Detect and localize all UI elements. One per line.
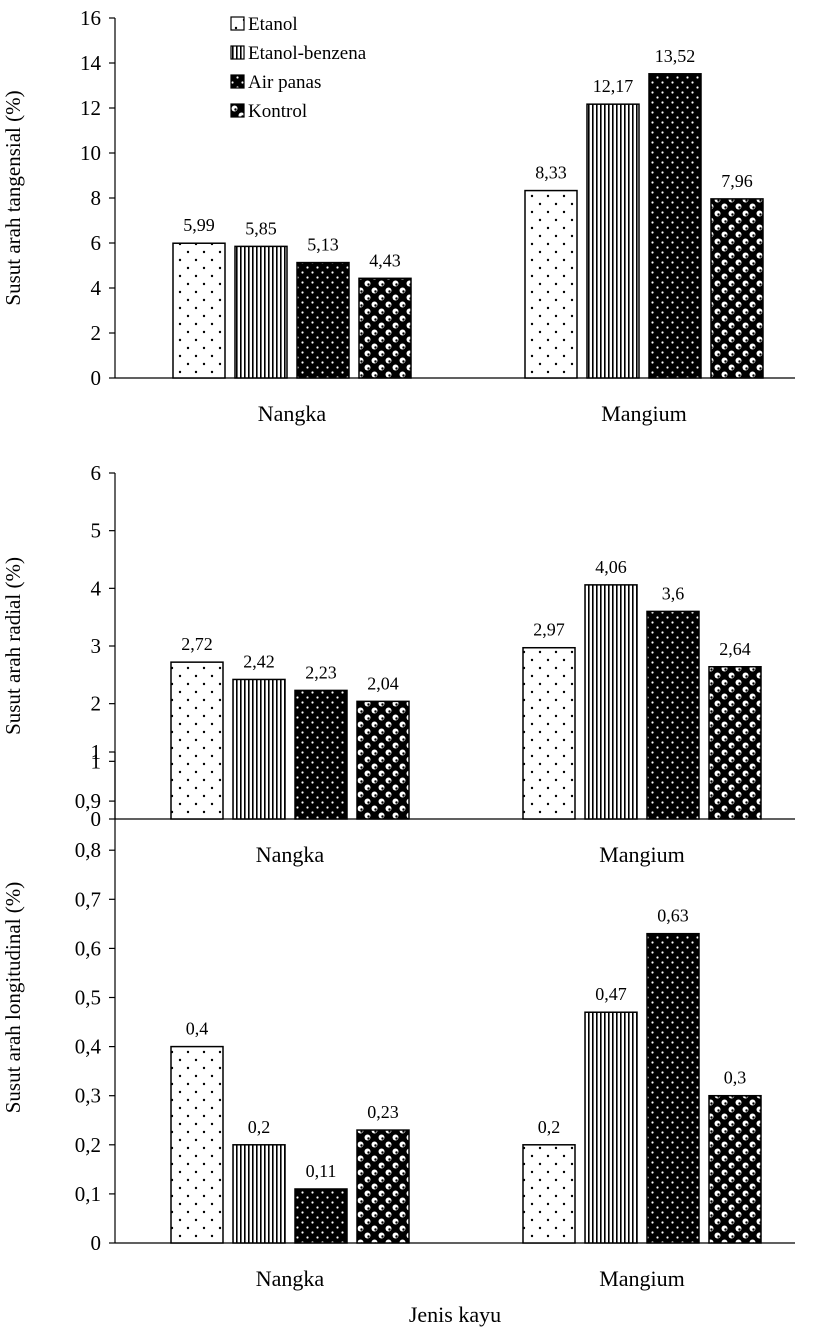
legend-entry: Etanol-benzena: [248, 43, 367, 64]
y-tick-label: 1: [91, 749, 102, 773]
data-label: 5,13: [307, 235, 339, 255]
legend-swatch: [230, 45, 245, 60]
y-tick-label: 0,2: [75, 1133, 101, 1157]
data-label: 0,4: [186, 1019, 209, 1039]
y-tick-label: 10: [80, 141, 101, 165]
data-label: 0,3: [724, 1068, 747, 1088]
bar-etanol-benzena-mangium: [586, 103, 640, 379]
y-tick-label: 3: [91, 634, 102, 658]
data-label: 0,2: [538, 1117, 561, 1137]
tangential-shrinkage-chart: 0 2 4 6 8 10 12 14 16 Susut arah tangensial (%) 5,…: [1, 6, 795, 426]
y-tick-label: 0: [91, 807, 102, 831]
category-label: Nangka: [258, 401, 327, 426]
category-label: Mangium: [599, 1266, 685, 1291]
data-label: 2,64: [719, 639, 751, 659]
y-tick-label: 0,7: [75, 887, 101, 911]
bar-air-panas-mangium: [648, 73, 702, 379]
y-tick-label: 6: [91, 231, 102, 255]
bar-kontrol-mangium: [708, 1094, 762, 1244]
data-label: 0,11: [306, 1161, 337, 1181]
bar-etanol-benzena-nangka: [232, 1144, 286, 1244]
bar-etanol-benzena-mangium: [584, 584, 638, 820]
data-label: 0,63: [657, 906, 689, 926]
data-label: 0,47: [595, 984, 627, 1004]
y-axis-label: Susut arah tangensial (%): [1, 90, 25, 305]
category-label: Nangka: [256, 1266, 325, 1291]
longitudinal-shrinkage-chart: 0 0,1 0,2 0,3 0,4 0,5 0,6 0,7 0,8 0,9 1 Susut arah …: [1, 740, 795, 1327]
y-axis-label: Susut arah radial (%): [1, 557, 25, 735]
bar-etanol-benzena-mangium: [584, 1011, 638, 1244]
data-label: 2,23: [305, 662, 337, 682]
y-axis-label: Susut arah longitudinal (%): [1, 882, 25, 1114]
y-tick-label: 6: [91, 461, 102, 485]
bar-kontrol-nangka: [356, 700, 410, 820]
data-label: 0,2: [248, 1117, 271, 1137]
y-tick-label: 8: [91, 186, 102, 210]
bar-air-panas-mangium: [646, 932, 700, 1244]
bar-kontrol-nangka: [356, 1129, 410, 1244]
y-tick-label: 16: [80, 6, 101, 30]
y-tick-label: 2: [91, 321, 102, 345]
legend-swatch: [230, 74, 245, 89]
bar-kontrol-nangka: [358, 277, 412, 379]
y-tick-label: 0: [91, 1231, 102, 1255]
y-tick-label: 2: [91, 692, 102, 716]
bar-etanol-nangka: [172, 242, 226, 379]
data-label: 3,6: [662, 583, 685, 603]
y-tick-label: 12: [80, 96, 101, 120]
bar-kontrol-mangium: [710, 198, 764, 379]
data-label: 7,96: [721, 171, 753, 191]
data-label: 0,23: [367, 1102, 399, 1122]
data-label: 4,06: [595, 557, 627, 577]
bar-etanol-mangium: [522, 646, 576, 820]
y-tick-label: 0,1: [75, 1182, 101, 1206]
category-label: Mangium: [599, 842, 685, 867]
category-label: Mangium: [601, 401, 687, 426]
data-label: 5,99: [183, 215, 215, 235]
y-tick-label: 0: [91, 366, 102, 390]
y-tick-label: 0,6: [75, 936, 101, 960]
bar-air-panas-nangka: [296, 261, 350, 379]
y-tick-label: 1: [91, 740, 102, 764]
y-tick-label: 4: [91, 276, 102, 300]
data-label: 12,17: [593, 76, 634, 96]
data-label: 2,04: [367, 673, 399, 693]
legend-entry: Etanol: [248, 14, 298, 35]
legend-entry: Kontrol: [248, 101, 307, 122]
bar-air-panas-mangium: [646, 610, 700, 820]
data-label: 5,85: [245, 218, 277, 238]
category-label: Nangka: [256, 842, 325, 867]
y-tick-label: 0,9: [75, 789, 101, 813]
bar-kontrol-mangium: [708, 666, 762, 820]
bar-etanol-benzena-nangka: [232, 678, 286, 820]
y-tick-label: 14: [80, 51, 102, 75]
bar-air-panas-nangka: [294, 689, 348, 820]
data-label: 13,52: [655, 46, 696, 66]
y-tick-label: 0,4: [75, 1035, 102, 1059]
data-label: 8,33: [535, 163, 567, 183]
legend: Etanol Etanol-benzena Air panas Kontrol: [230, 14, 367, 122]
bar-etanol-mangium: [524, 189, 578, 379]
y-tick-label: 5: [91, 519, 102, 543]
y-tick-label: 0,5: [75, 986, 101, 1010]
bar-etanol-mangium: [522, 1144, 576, 1244]
legend-swatch: [230, 16, 245, 31]
data-label: 2,97: [533, 620, 565, 640]
y-tick-label: 0,8: [75, 838, 101, 862]
data-label: 4,43: [369, 250, 401, 270]
y-tick-label: 0,3: [75, 1084, 101, 1108]
legend-entry: Air panas: [248, 72, 321, 93]
data-label: 2,72: [181, 634, 213, 654]
x-axis-title: Jenis kayu: [409, 1302, 501, 1327]
bar-etanol-benzena-nangka: [234, 245, 288, 379]
bar-etanol-nangka: [170, 661, 224, 820]
y-tick-label: 4: [91, 576, 102, 600]
radial-shrinkage-chart: 0 1 2 3 4 5 6 Susut arah radial (%) 2,72 2,42 2,23…: [1, 461, 795, 867]
legend-swatch: [230, 103, 245, 118]
bar-air-panas-nangka: [294, 1188, 348, 1244]
bar-etanol-nangka: [170, 1045, 224, 1244]
data-label: 2,42: [243, 651, 275, 671]
